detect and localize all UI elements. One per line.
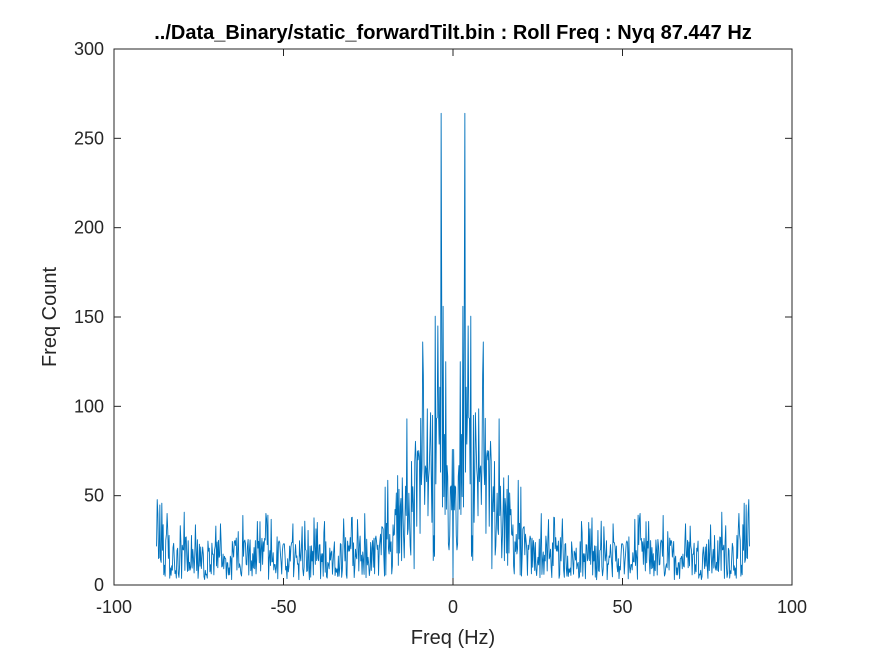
y-tick-label: 250: [74, 128, 104, 148]
x-tick-label: -50: [270, 597, 296, 617]
y-tick-label: 300: [74, 39, 104, 59]
x-tick-label: 50: [612, 597, 632, 617]
x-tick-label: 0: [448, 597, 458, 617]
ticks-layer: -100 -50 0 50 100 0 50 100 150 200 250 300: [74, 39, 807, 617]
y-tick-label: 200: [74, 218, 104, 238]
y-axis-label: Freq Count: [39, 267, 61, 367]
x-tick-label: 100: [777, 597, 807, 617]
y-tick-label: 100: [74, 396, 104, 416]
x-axis-label: Freq (Hz): [411, 627, 495, 649]
y-tick-label: 150: [74, 307, 104, 327]
chart-title: ../Data_Binary/static_forwardTilt.bin : …: [154, 22, 752, 44]
y-tick-label: 50: [84, 486, 104, 506]
x-tick-label: -100: [96, 597, 132, 617]
y-tick-label: 0: [94, 575, 104, 595]
